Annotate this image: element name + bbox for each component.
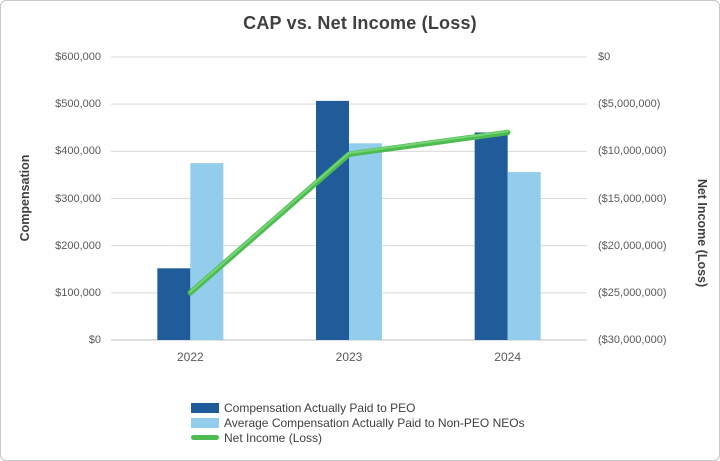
legend-item-avg-cap-non-peo: Average Compensation Actually Paid to No…: [191, 415, 525, 430]
right-axis-tick: $0: [598, 51, 611, 63]
left-axis-tick: $600,000: [55, 51, 101, 63]
net-income-line-highlight: [189, 130, 509, 293]
bar-average-compensation-actually-paid-to-non-peo-neos-2022: [190, 163, 224, 340]
left-axis-tick-labels: $600,000 $500,000 $400,000 $300,000 $200,000…: [1, 1, 101, 460]
left-axis-tick: $100,000: [55, 286, 101, 299]
left-axis-tick: $300,000: [55, 192, 101, 205]
right-axis-tick: ($10,000,000): [598, 145, 667, 158]
legend-swatch-green-line: [191, 435, 219, 440]
left-axis-tick: $0: [88, 334, 101, 346]
bar-compensation-actually-paid-to-peo-2024: [474, 132, 508, 340]
legend-label-cap-peo: Compensation Actually Paid to PEO: [224, 400, 416, 415]
legend-swatch-light-blue-bar: [191, 417, 219, 428]
chart-title: CAP vs. Net Income (Loss): [243, 13, 477, 33]
legend-swatch-dark-blue-bar: [191, 402, 219, 413]
legend: Compensation Actually Paid to PEO Averag…: [191, 400, 525, 445]
left-axis-tick: $200,000: [55, 239, 101, 252]
legend-label-avg-cap-non-peo: Average Compensation Actually Paid to No…: [224, 415, 525, 430]
legend-label-net-income: Net Income (Loss): [224, 430, 323, 445]
bar-compensation-actually-paid-to-peo-2023: [316, 100, 349, 341]
bar-average-compensation-actually-paid-to-non-peo-neos-2023: [349, 143, 382, 340]
left-axis-tick: $500,000: [55, 98, 101, 111]
right-axis-tick: ($25,000,000): [598, 286, 667, 299]
legend-item-cap-peo: Compensation Actually Paid to PEO: [191, 400, 525, 415]
right-axis-tick: ($20,000,000): [598, 239, 667, 252]
right-axis-tick-labels: $0 ($5,000,000) ($10,000,000) ($15,000,000)…: [598, 1, 718, 460]
legend-item-net-income: Net Income (Loss): [191, 430, 525, 445]
right-axis-tick: ($5,000,000): [598, 98, 661, 111]
left-axis-tick: $400,000: [55, 145, 101, 158]
bar-compensation-actually-paid-to-peo-2022: [157, 268, 191, 340]
right-axis-tick: ($15,000,000): [598, 192, 667, 205]
bar-average-compensation-actually-paid-to-non-peo-neos-2024: [507, 172, 541, 340]
right-axis-tick: ($30,000,000): [598, 334, 667, 346]
